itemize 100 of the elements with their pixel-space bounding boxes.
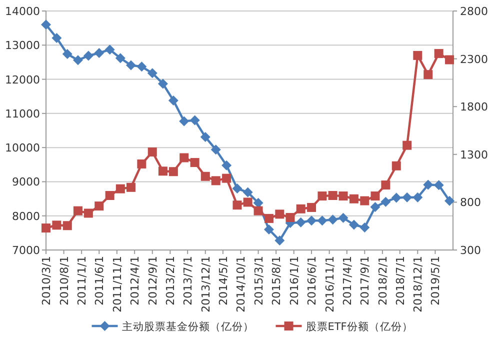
x-tick-label: 2011/6/1 bbox=[93, 256, 106, 306]
legend-label: 主动股票基金份额（亿份） bbox=[122, 320, 254, 333]
point bbox=[307, 202, 316, 212]
point bbox=[360, 222, 370, 232]
y-tick-label: 14000 bbox=[5, 5, 40, 18]
legend-label: 股票ETF份额（亿份） bbox=[306, 320, 413, 333]
point bbox=[104, 44, 115, 55]
point bbox=[190, 158, 200, 168]
point bbox=[200, 132, 210, 142]
point bbox=[137, 159, 146, 168]
point bbox=[296, 217, 306, 228]
x-tick-label: 2017/9/1 bbox=[358, 256, 372, 306]
point bbox=[370, 202, 380, 212]
point bbox=[274, 235, 285, 246]
x-tick-label: 2019/5/1 bbox=[429, 256, 442, 306]
y-tick-label: 8000 bbox=[12, 210, 40, 223]
point bbox=[349, 194, 358, 204]
point bbox=[232, 184, 242, 194]
point bbox=[105, 191, 114, 200]
point bbox=[381, 180, 390, 190]
y2-tick-label: 300 bbox=[460, 244, 481, 257]
y2-tick-label: 1800 bbox=[460, 100, 488, 114]
x-tick-label: 2018/7/1 bbox=[394, 256, 407, 306]
x-tick-label: 2014/10/1 bbox=[234, 256, 248, 312]
point bbox=[306, 216, 317, 226]
point bbox=[338, 191, 348, 200]
point bbox=[94, 48, 104, 58]
x-tick-label: 2018/2/1 bbox=[376, 256, 390, 306]
point bbox=[444, 196, 455, 206]
point bbox=[424, 70, 433, 80]
y2-tick-label: 800 bbox=[460, 196, 481, 210]
point bbox=[264, 224, 274, 235]
x-tick-label: 2015/8/1 bbox=[270, 256, 284, 306]
point bbox=[72, 55, 83, 66]
point bbox=[126, 182, 136, 192]
point bbox=[179, 116, 190, 126]
x-tick-label: 2011/11/1 bbox=[110, 256, 124, 312]
point bbox=[264, 214, 274, 223]
point bbox=[402, 192, 412, 202]
point bbox=[360, 196, 370, 206]
point bbox=[168, 95, 178, 106]
point bbox=[94, 202, 104, 211]
y2-tick-label: 2800 bbox=[460, 5, 488, 18]
x-tick-label: 2012/9/1 bbox=[146, 256, 160, 306]
point bbox=[242, 187, 253, 198]
point bbox=[317, 216, 328, 226]
point bbox=[126, 60, 136, 70]
point bbox=[434, 49, 444, 58]
point bbox=[253, 198, 264, 208]
point bbox=[158, 78, 168, 89]
point bbox=[338, 212, 348, 223]
point bbox=[180, 153, 189, 162]
x-tick-label: 2013/7/1 bbox=[182, 256, 195, 306]
point bbox=[200, 172, 210, 181]
point bbox=[296, 204, 306, 214]
point bbox=[348, 220, 359, 230]
point bbox=[370, 191, 380, 200]
point bbox=[413, 50, 422, 60]
point bbox=[380, 196, 391, 207]
point bbox=[52, 220, 62, 230]
point bbox=[328, 191, 338, 200]
point bbox=[222, 174, 232, 183]
x-tick-label: 2018/12/1 bbox=[412, 256, 425, 312]
point bbox=[147, 68, 158, 78]
point bbox=[445, 55, 454, 64]
x-tick-label: 2010/8/1 bbox=[58, 256, 71, 306]
point bbox=[232, 200, 242, 210]
point bbox=[84, 208, 93, 218]
point bbox=[318, 191, 327, 200]
point bbox=[254, 206, 263, 216]
point bbox=[116, 184, 125, 194]
y-tick-label: 9000 bbox=[12, 176, 40, 189]
point bbox=[115, 53, 126, 64]
x-tick-label: 2013/12/1 bbox=[199, 256, 212, 312]
y2-tick-label: 2300 bbox=[460, 52, 488, 66]
x-tick-label: 2014/5/1 bbox=[216, 256, 230, 306]
x-tick-label: 2012/4/1 bbox=[128, 256, 142, 306]
point bbox=[41, 20, 51, 30]
x-tick-label: 2013/2/1 bbox=[164, 256, 178, 306]
point bbox=[190, 115, 200, 126]
point bbox=[243, 198, 252, 207]
point bbox=[412, 192, 423, 202]
point bbox=[402, 140, 412, 150]
point bbox=[328, 214, 338, 225]
point bbox=[210, 144, 221, 155]
x-tick-label: 2011/1/1 bbox=[76, 256, 89, 306]
y-tick-label: 13000 bbox=[5, 39, 40, 52]
point bbox=[423, 180, 434, 190]
x-tick-label: 2015/3/1 bbox=[252, 256, 266, 306]
point bbox=[211, 176, 220, 186]
y-tick-label: 11000 bbox=[5, 107, 40, 120]
point bbox=[392, 161, 401, 170]
point bbox=[62, 49, 72, 60]
y-tick-label: 12000 bbox=[5, 73, 40, 86]
y2-tick-label: 1300 bbox=[460, 148, 488, 162]
point bbox=[62, 221, 72, 230]
point bbox=[148, 148, 157, 157]
y-tick-label: 10000 bbox=[5, 142, 40, 155]
x-tick-label: 2016/6/1 bbox=[306, 256, 319, 306]
point bbox=[73, 206, 82, 216]
